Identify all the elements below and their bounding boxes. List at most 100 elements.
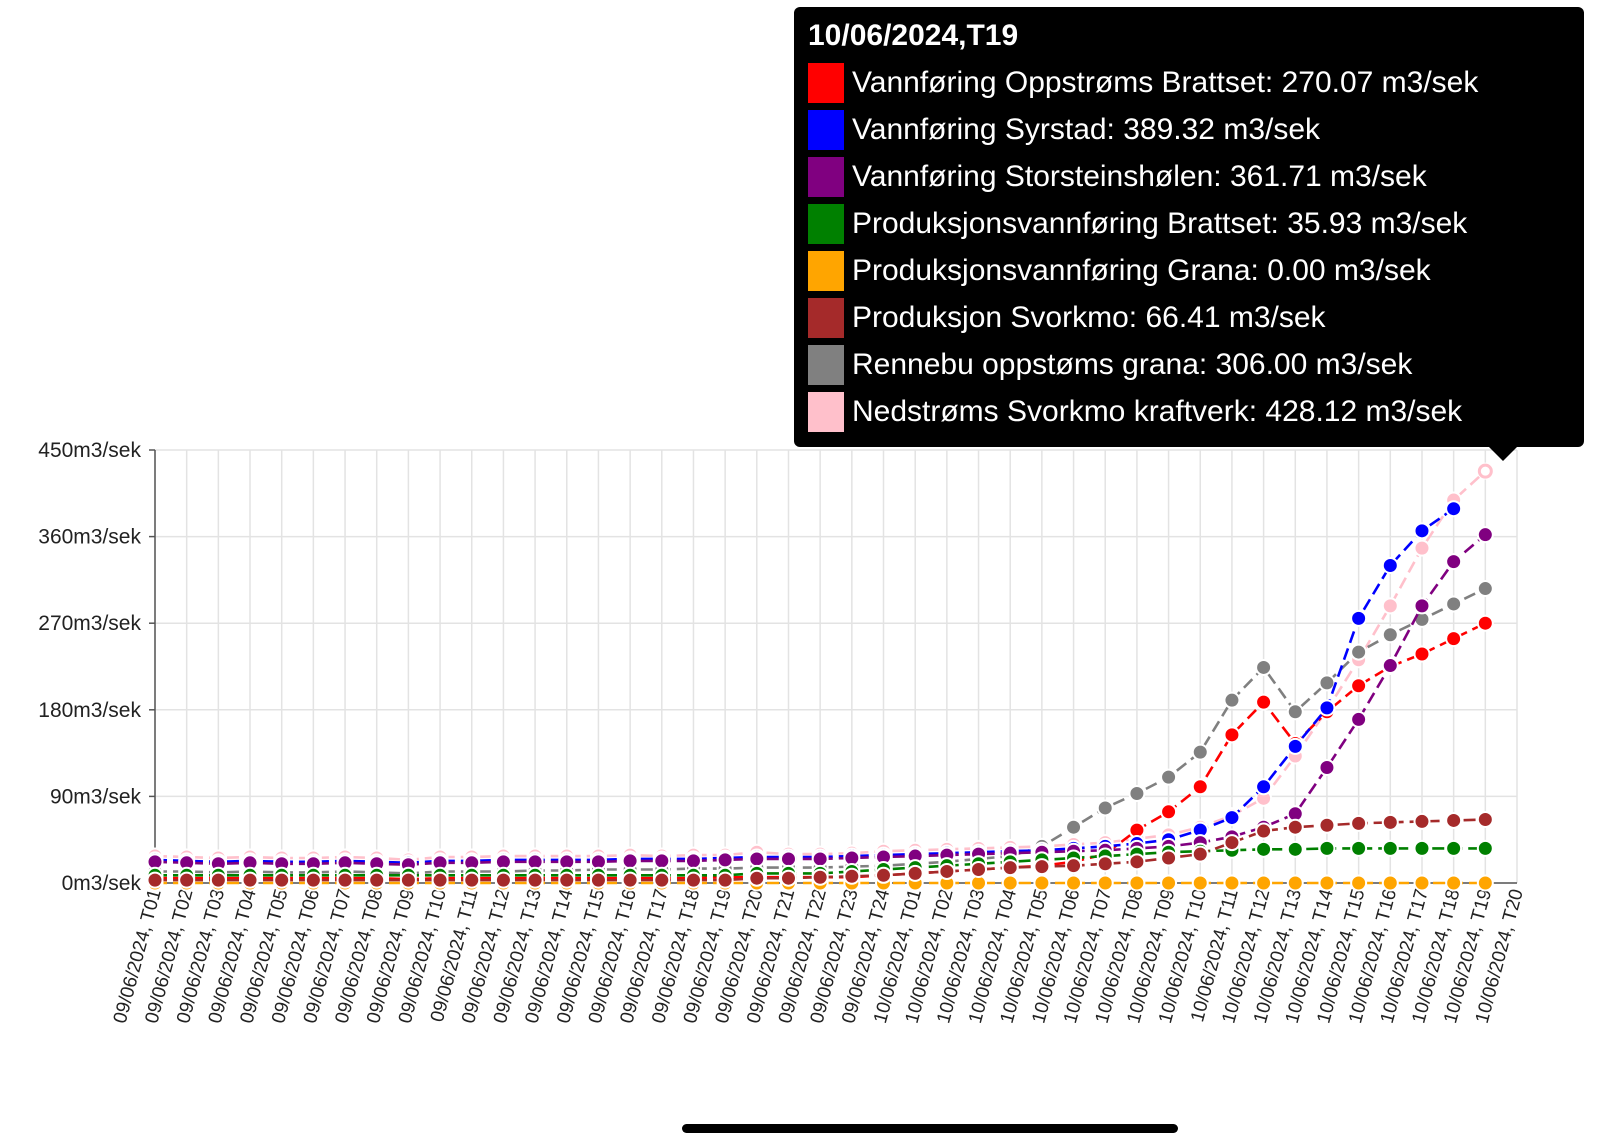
data-point[interactable] bbox=[621, 871, 639, 889]
data-point[interactable] bbox=[906, 864, 924, 882]
data-point[interactable] bbox=[1223, 691, 1241, 709]
data-point[interactable] bbox=[684, 852, 702, 870]
data-point[interactable] bbox=[1128, 853, 1146, 871]
data-point[interactable] bbox=[1476, 810, 1494, 828]
data-point[interactable] bbox=[1255, 874, 1273, 892]
data-point[interactable] bbox=[970, 861, 988, 879]
data-point[interactable] bbox=[1286, 874, 1304, 892]
data-point[interactable] bbox=[1413, 839, 1431, 857]
data-point[interactable] bbox=[843, 867, 861, 885]
data-point[interactable] bbox=[1381, 597, 1399, 615]
data-point[interactable] bbox=[1191, 845, 1209, 863]
data-point[interactable] bbox=[1476, 874, 1494, 892]
data-point[interactable] bbox=[1445, 874, 1463, 892]
data-point[interactable] bbox=[1318, 674, 1336, 692]
data-point[interactable] bbox=[1286, 818, 1304, 836]
data-point[interactable] bbox=[1096, 799, 1114, 817]
data-point[interactable] bbox=[1381, 556, 1399, 574]
data-point[interactable] bbox=[1445, 595, 1463, 613]
data-point[interactable] bbox=[1413, 812, 1431, 830]
data-point[interactable] bbox=[1318, 839, 1336, 857]
data-point[interactable] bbox=[1381, 813, 1399, 831]
data-point[interactable] bbox=[399, 871, 417, 889]
data-point[interactable] bbox=[1096, 874, 1114, 892]
data-point[interactable] bbox=[589, 871, 607, 889]
data-point[interactable] bbox=[1413, 645, 1431, 663]
data-point[interactable] bbox=[1318, 816, 1336, 834]
data-point[interactable] bbox=[1381, 874, 1399, 892]
data-point[interactable] bbox=[621, 852, 639, 870]
data-point[interactable] bbox=[1413, 597, 1431, 615]
data-point[interactable] bbox=[1001, 874, 1019, 892]
data-point[interactable] bbox=[1286, 840, 1304, 858]
data-point[interactable] bbox=[1476, 839, 1494, 857]
data-point[interactable] bbox=[1191, 743, 1209, 761]
data-point[interactable] bbox=[1096, 855, 1114, 873]
data-point[interactable] bbox=[811, 868, 829, 886]
data-point[interactable] bbox=[1160, 849, 1178, 867]
data-point[interactable] bbox=[1445, 500, 1463, 518]
data-point[interactable] bbox=[811, 850, 829, 868]
data-point[interactable] bbox=[336, 871, 354, 889]
data-point[interactable] bbox=[1191, 778, 1209, 796]
data-point[interactable] bbox=[1413, 539, 1431, 557]
data-point[interactable] bbox=[1445, 811, 1463, 829]
data-point[interactable] bbox=[1318, 699, 1336, 717]
data-point[interactable] bbox=[1381, 839, 1399, 857]
data-point[interactable] bbox=[1065, 818, 1083, 836]
data-point[interactable] bbox=[1223, 874, 1241, 892]
data-point[interactable] bbox=[1033, 858, 1051, 876]
data-point[interactable] bbox=[1413, 522, 1431, 540]
data-point[interactable] bbox=[431, 871, 449, 889]
data-point[interactable] bbox=[938, 862, 956, 880]
data-point[interactable] bbox=[178, 871, 196, 889]
data-point[interactable] bbox=[1350, 677, 1368, 695]
data-point[interactable] bbox=[748, 850, 766, 868]
data-point[interactable] bbox=[1286, 737, 1304, 755]
data-point[interactable] bbox=[1445, 839, 1463, 857]
data-point[interactable] bbox=[1286, 703, 1304, 721]
data-point[interactable] bbox=[684, 871, 702, 889]
data-point[interactable] bbox=[1001, 859, 1019, 877]
data-point[interactable] bbox=[463, 871, 481, 889]
data-point[interactable] bbox=[1128, 874, 1146, 892]
data-point[interactable] bbox=[526, 871, 544, 889]
data-point[interactable] bbox=[1350, 609, 1368, 627]
data-point[interactable] bbox=[1160, 803, 1178, 821]
data-point[interactable] bbox=[241, 871, 259, 889]
data-point[interactable] bbox=[716, 851, 734, 869]
data-point[interactable] bbox=[368, 871, 386, 889]
data-point[interactable] bbox=[1223, 809, 1241, 827]
hovered-data-point[interactable] bbox=[1477, 463, 1493, 479]
data-point[interactable] bbox=[1381, 657, 1399, 675]
data-point[interactable] bbox=[1350, 710, 1368, 728]
data-point[interactable] bbox=[1413, 874, 1431, 892]
data-point[interactable] bbox=[1381, 626, 1399, 644]
data-point[interactable] bbox=[1350, 643, 1368, 661]
data-point[interactable] bbox=[273, 871, 291, 889]
data-point[interactable] bbox=[1476, 614, 1494, 632]
data-point[interactable] bbox=[1445, 553, 1463, 571]
data-point[interactable] bbox=[1350, 839, 1368, 857]
data-point[interactable] bbox=[748, 869, 766, 887]
data-point[interactable] bbox=[304, 871, 322, 889]
data-point[interactable] bbox=[1318, 874, 1336, 892]
data-point[interactable] bbox=[209, 871, 227, 889]
data-point[interactable] bbox=[779, 850, 797, 868]
data-point[interactable] bbox=[1445, 630, 1463, 648]
data-point[interactable] bbox=[1318, 759, 1336, 777]
data-point[interactable] bbox=[875, 866, 893, 884]
data-point[interactable] bbox=[146, 871, 164, 889]
data-point[interactable] bbox=[1065, 857, 1083, 875]
data-point[interactable] bbox=[1160, 874, 1178, 892]
data-point[interactable] bbox=[1255, 840, 1273, 858]
data-point[interactable] bbox=[1255, 778, 1273, 796]
data-point[interactable] bbox=[1255, 658, 1273, 676]
data-point[interactable] bbox=[1065, 874, 1083, 892]
data-point[interactable] bbox=[1128, 785, 1146, 803]
data-point[interactable] bbox=[1160, 768, 1178, 786]
data-point[interactable] bbox=[1223, 726, 1241, 744]
data-point[interactable] bbox=[653, 871, 671, 889]
data-point[interactable] bbox=[558, 871, 576, 889]
data-point[interactable] bbox=[494, 871, 512, 889]
